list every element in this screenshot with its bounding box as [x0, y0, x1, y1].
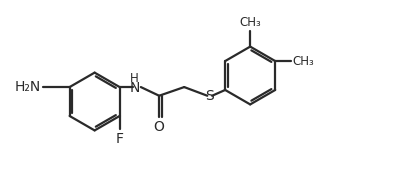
Text: H: H — [130, 72, 139, 85]
Text: S: S — [205, 89, 213, 103]
Text: F: F — [115, 132, 124, 146]
Text: H₂N: H₂N — [15, 80, 41, 94]
Text: CH₃: CH₃ — [292, 55, 313, 68]
Text: O: O — [153, 120, 164, 134]
Text: CH₃: CH₃ — [239, 16, 260, 29]
Text: N: N — [129, 81, 139, 95]
